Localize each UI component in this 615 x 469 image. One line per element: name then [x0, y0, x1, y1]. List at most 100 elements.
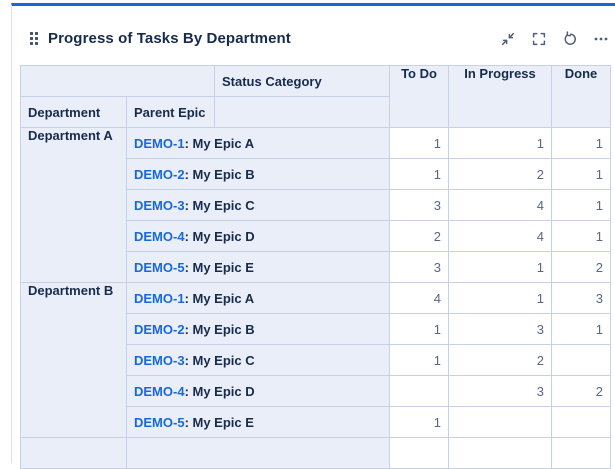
in-progress-count-cell: [448, 437, 552, 469]
epic-link[interactable]: DEMO-4: [134, 383, 185, 399]
fullscreen-icon: [532, 32, 546, 45]
collapse-button[interactable]: [500, 31, 516, 47]
table-row: Department A DEMO-1: My Epic A 1 1 1: [20, 127, 611, 283]
status-category-header: Status Category: [214, 65, 390, 97]
drag-handle-icon[interactable]: [29, 31, 39, 46]
in-progress-count-cell: 4: [448, 189, 552, 221]
epic-title: My Epic D: [192, 228, 255, 244]
table-row-partial: [20, 437, 611, 469]
progress-table: Status Category To Do In Progress Done D…: [20, 65, 611, 469]
column-header-done: Done: [551, 65, 611, 128]
epic-title: My Epic A: [192, 290, 255, 306]
in-progress-count-cell: 3: [448, 375, 552, 407]
in-progress-count-cell: [448, 406, 552, 438]
todo-count-cell: 1: [389, 406, 449, 438]
collapse-icon: [501, 32, 515, 45]
done-count-cell: 2: [551, 251, 611, 283]
dashboard-widget: Progress of Tasks By Department: [11, 3, 615, 469]
done-count-cell: 1: [551, 313, 611, 345]
epic-separator: :: [184, 259, 193, 275]
epic-cell: [126, 437, 390, 469]
column-header-todo: To Do: [389, 65, 449, 128]
done-count-cell: [551, 437, 611, 469]
epic-cell: DEMO-1: My Epic A: [126, 282, 390, 314]
in-progress-count-cell: 3: [448, 313, 552, 345]
done-count-cell: [551, 406, 611, 438]
epic-title: My Epic C: [192, 352, 255, 368]
todo-count-cell: 1: [389, 158, 449, 190]
in-progress-count-cell: 2: [448, 158, 552, 190]
table-row: DEMO-2: My Epic B 1 3 1: [21, 313, 611, 345]
todo-count-cell: 1: [389, 127, 449, 159]
in-progress-count-cell: 2: [448, 344, 552, 376]
epic-cell: DEMO-5: My Epic E: [126, 406, 390, 438]
epic-link[interactable]: DEMO-4: [134, 228, 185, 244]
parent-epic-header: Parent Epic: [126, 96, 215, 128]
in-progress-count-cell: 1: [448, 127, 552, 159]
table-row: DEMO-4: My Epic D 2 4 1: [21, 220, 611, 252]
more-options-button[interactable]: [593, 31, 609, 47]
todo-count-cell: 4: [389, 282, 449, 314]
epic-link[interactable]: DEMO-1: [134, 135, 185, 151]
epic-link[interactable]: DEMO-3: [134, 352, 185, 368]
widget-title: Progress of Tasks By Department: [48, 30, 291, 47]
epic-link[interactable]: DEMO-1: [134, 290, 185, 306]
blank-header-cell: [214, 96, 390, 128]
epic-title: My Epic E: [192, 414, 254, 430]
in-progress-count-cell: 1: [448, 282, 552, 314]
blank-header-cell: [20, 65, 215, 97]
todo-count-cell: 1: [389, 344, 449, 376]
epic-cell: DEMO-2: My Epic B: [126, 158, 390, 190]
epic-separator: :: [184, 228, 193, 244]
department-cell: Department A: [20, 127, 127, 283]
epic-separator: :: [184, 321, 193, 337]
epic-separator: :: [184, 197, 193, 213]
epic-separator: :: [184, 352, 193, 368]
table-header-row-2: Department Parent Epic: [20, 96, 611, 128]
epic-link[interactable]: DEMO-2: [134, 321, 185, 337]
epic-title: My Epic B: [192, 321, 255, 337]
todo-count-cell: 1: [389, 313, 449, 345]
column-header-in-progress: In Progress: [448, 65, 552, 128]
todo-count-cell: 2: [389, 220, 449, 252]
epic-title: My Epic C: [192, 197, 255, 213]
epic-cell: DEMO-4: My Epic D: [126, 375, 390, 407]
widget-header: Progress of Tasks By Department: [12, 6, 615, 65]
epic-title: My Epic D: [192, 383, 255, 399]
fullscreen-button[interactable]: [531, 31, 547, 47]
epic-title: My Epic B: [192, 166, 255, 182]
epic-separator: :: [184, 290, 193, 306]
epic-title: My Epic A: [192, 135, 255, 151]
todo-count-cell: 3: [389, 251, 449, 283]
epic-title: My Epic E: [192, 259, 254, 275]
epic-cell: DEMO-5: My Epic E: [126, 251, 390, 283]
epic-cell: DEMO-4: My Epic D: [126, 220, 390, 252]
epic-separator: :: [184, 166, 193, 182]
table-row: DEMO-5: My Epic E 3 1 2: [21, 251, 611, 283]
table-row: DEMO-5: My Epic E 1: [21, 406, 611, 438]
epic-link[interactable]: DEMO-5: [134, 414, 185, 430]
done-count-cell: 1: [551, 220, 611, 252]
done-count-cell: 1: [551, 158, 611, 190]
epic-link[interactable]: DEMO-5: [134, 259, 185, 275]
todo-count-cell: 3: [389, 189, 449, 221]
todo-count-cell: [389, 437, 449, 469]
done-count-cell: 1: [551, 189, 611, 221]
epic-cell: DEMO-2: My Epic B: [126, 313, 390, 345]
epic-cell: DEMO-1: My Epic A: [126, 127, 390, 159]
done-count-cell: [551, 344, 611, 376]
done-count-cell: 2: [551, 375, 611, 407]
department-header: Department: [20, 96, 127, 128]
table-row: DEMO-2: My Epic B 1 2 1: [21, 158, 611, 190]
epic-link[interactable]: DEMO-3: [134, 197, 185, 213]
in-progress-count-cell: 4: [448, 220, 552, 252]
done-count-cell: 3: [551, 282, 611, 314]
ellipsis-icon: [594, 37, 608, 40]
epic-link[interactable]: DEMO-2: [134, 166, 185, 182]
todo-count-cell: [389, 375, 449, 407]
refresh-button[interactable]: [562, 30, 578, 47]
epic-separator: :: [184, 414, 193, 430]
widget-toolbar: [500, 30, 611, 47]
department-cell: Department B: [20, 282, 127, 438]
epic-cell: DEMO-3: My Epic C: [126, 189, 390, 221]
